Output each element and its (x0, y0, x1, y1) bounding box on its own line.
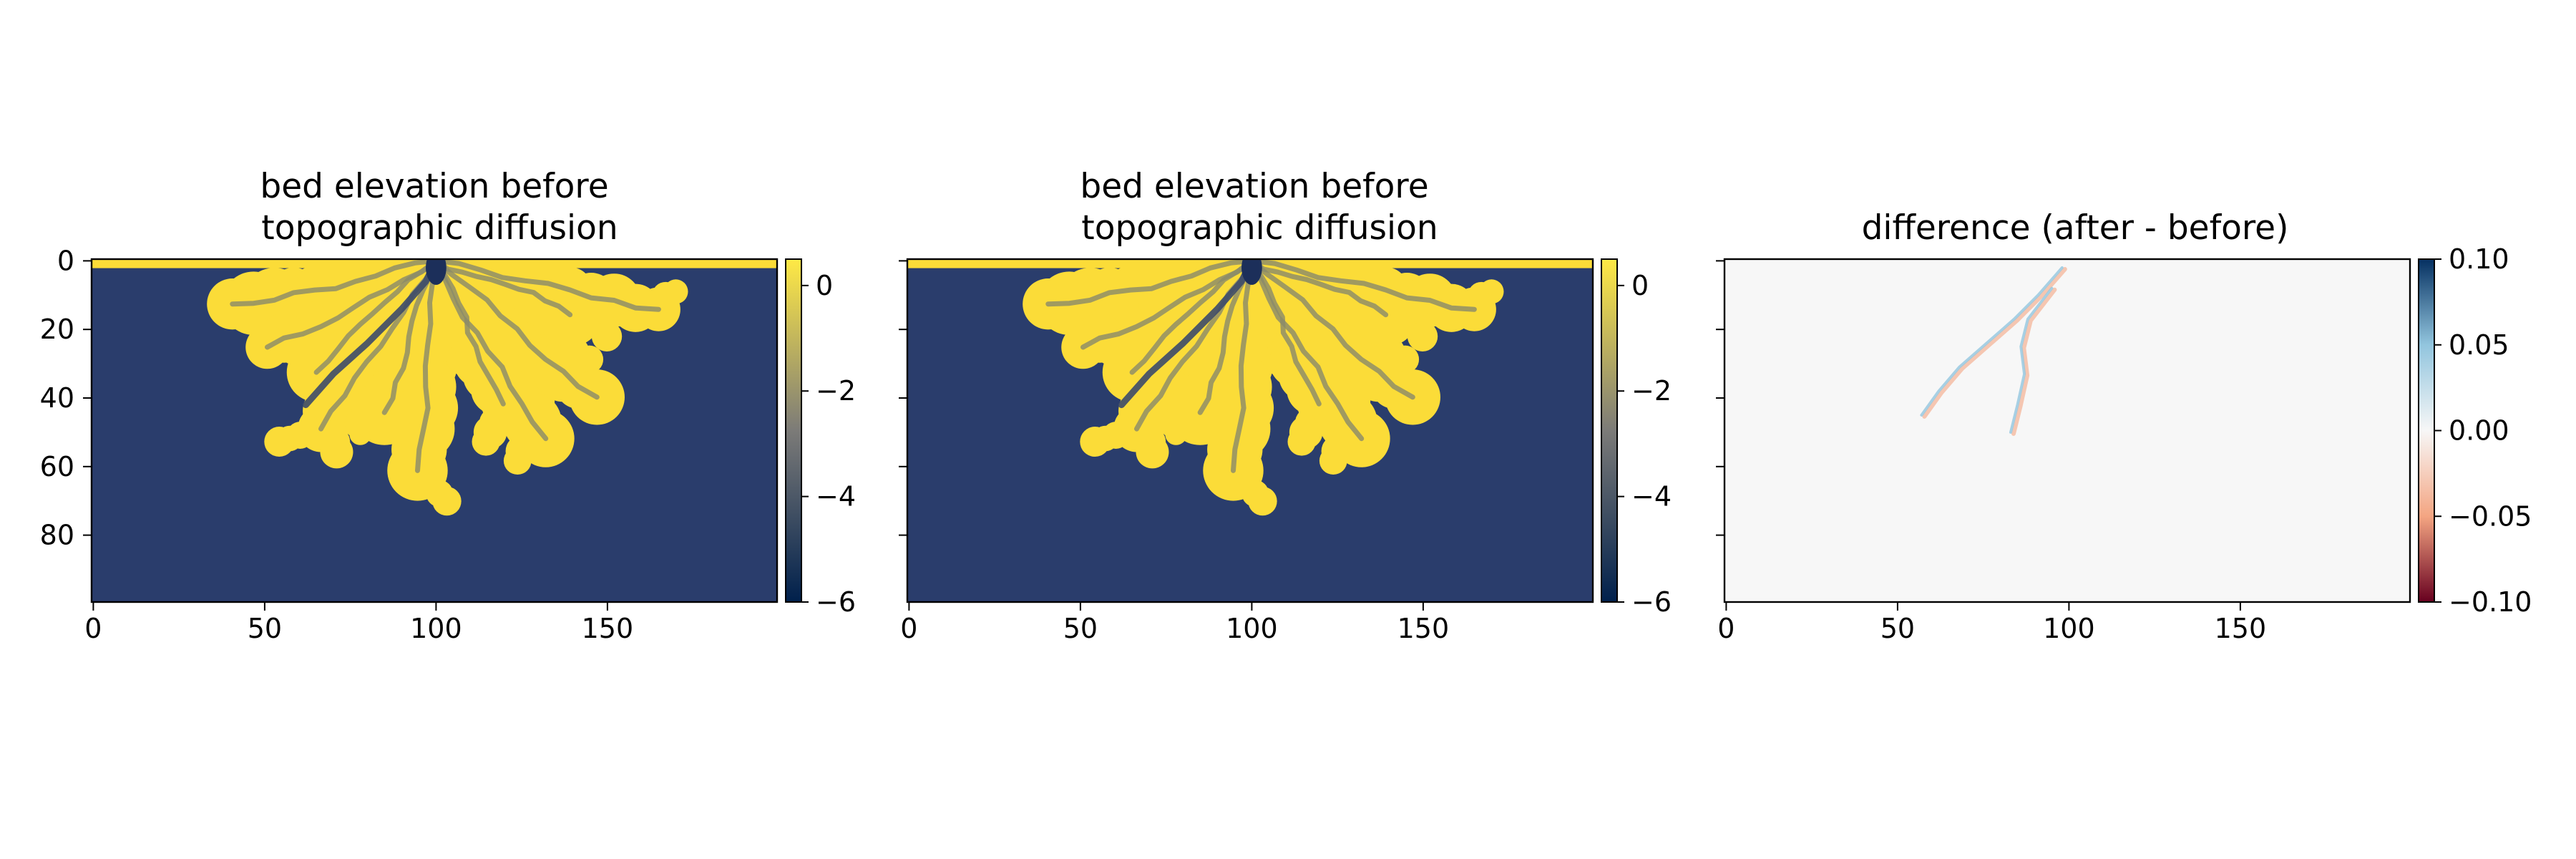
channel-inlet (1241, 259, 1262, 285)
channel (433, 259, 600, 400)
panel-2-title-line-2: topographic diffusion (1070, 208, 1438, 248)
colorbar (1601, 258, 1618, 603)
x-tick-label: 150 (582, 613, 634, 644)
y-tick-label: 40 (40, 382, 74, 414)
y-tick-label: 60 (40, 451, 74, 482)
channel (433, 259, 573, 318)
x-tick-label: 50 (1880, 613, 1915, 644)
colorbar-tick-label: −4 (1631, 481, 1672, 513)
colorbar-tick-label: −4 (816, 481, 856, 513)
channel (1249, 259, 1322, 407)
plot-frame (906, 258, 1594, 603)
difference-negative (1922, 267, 2067, 419)
x-tick-label: 150 (2215, 613, 2267, 644)
panel-2-title-line-1: bed elevation before (1080, 167, 1428, 206)
difference-positive (1920, 266, 2064, 417)
delta-lobe (317, 259, 374, 302)
heatmap-image (907, 259, 1593, 602)
panel-1: bed elevation before topographic diffusi… (40, 167, 856, 644)
channel (433, 259, 506, 407)
delta-lobe (591, 321, 623, 351)
x-tick-label: 100 (2043, 613, 2095, 644)
main-channel (302, 259, 439, 409)
delta-lobe (472, 427, 500, 456)
x-tick-label: 0 (84, 613, 102, 644)
panel-3-title: difference (after - before) (1862, 208, 2289, 248)
difference-positive (2009, 286, 2054, 434)
colorbar-tick-label: −6 (1631, 586, 1672, 618)
delta-lobe (1080, 427, 1111, 457)
panel-2-plot: 0 50 100 150 0 −2 −4 −6 (899, 258, 1672, 644)
delta-lobe (1407, 321, 1438, 351)
x-tick-label: 100 (1226, 613, 1278, 644)
panel-1-title-line-1: bed elevation before (260, 167, 608, 206)
panel-2: bed elevation before topographic diffusi… (899, 167, 1672, 644)
plot-frame (1723, 258, 2411, 603)
x-tick-label: 50 (248, 613, 282, 644)
delta-lobe (1248, 486, 1277, 516)
channel (1129, 259, 1254, 375)
colorbar-tick-label: 0 (816, 270, 833, 301)
channel (1249, 259, 1389, 318)
panel-3: difference (after - before) 0 50 100 150 0.1… (1716, 208, 2532, 644)
heatmap-image (1724, 259, 2410, 602)
panel-1-plot: 0 50 100 150 0 20 40 60 80 0 −2 −4 −6 (40, 245, 856, 644)
panel-1-title-line-2: topographic diffusion (250, 208, 618, 248)
colorbar-tick-label: 0.10 (2449, 243, 2509, 275)
channel (1249, 259, 1415, 400)
colorbar-tick-label: −0.10 (2449, 586, 2532, 618)
y-tick-label: 20 (40, 314, 74, 345)
x-tick-label: 150 (1397, 613, 1450, 644)
colorbar-tick-label: 0.00 (2449, 415, 2509, 447)
x-tick-label: 0 (900, 613, 917, 644)
channel (433, 259, 661, 312)
colorbar-tick-label: −6 (816, 586, 856, 618)
y-tick-label: 0 (57, 245, 74, 276)
colorbar-tick-label: −2 (816, 375, 856, 407)
delta-lobe (264, 427, 295, 457)
channel (1249, 259, 1365, 442)
channel (1249, 259, 1477, 312)
difference-negative (2011, 287, 2057, 436)
colorbar (785, 258, 802, 603)
delta-lobe (1287, 427, 1316, 456)
channel (1045, 259, 1254, 307)
channel (313, 259, 439, 375)
plot-frame (90, 258, 779, 603)
channel (433, 259, 549, 442)
channel (415, 259, 439, 473)
colorbar-tick-label: 0.05 (2449, 329, 2509, 361)
main-channel (1118, 259, 1255, 409)
colorbar-tick-label: −0.05 (2449, 500, 2532, 532)
delta-lobe (432, 486, 462, 516)
colorbar-tick-label: −2 (1631, 375, 1672, 407)
channel (1231, 259, 1254, 473)
channel (230, 259, 439, 307)
x-tick-label: 0 (1717, 613, 1735, 644)
x-tick-label: 100 (410, 613, 462, 644)
colorbar (2418, 258, 2435, 603)
colorbar-tick-label: 0 (1631, 270, 1649, 301)
y-tick-label: 80 (40, 520, 74, 551)
x-tick-label: 50 (1063, 613, 1098, 644)
channel-inlet (426, 259, 447, 285)
delta-lobe (1133, 259, 1190, 302)
heatmap-image (92, 259, 777, 602)
panel-3-plot: 0 50 100 150 0.10 0.05 0.00 −0.05 −0.10 (1716, 243, 2532, 644)
zero-background (1724, 259, 2410, 602)
